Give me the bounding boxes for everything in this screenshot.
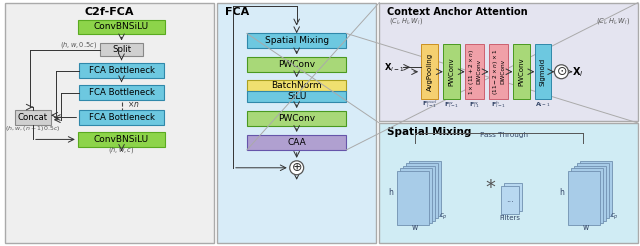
Text: Split: Split xyxy=(112,45,131,54)
Bar xyxy=(465,44,484,99)
Text: PWConv: PWConv xyxy=(449,57,454,86)
Text: $*$: $*$ xyxy=(485,176,497,195)
Text: Pass Through: Pass Through xyxy=(480,132,528,138)
Bar xyxy=(534,44,552,99)
Text: $\odot$: $\odot$ xyxy=(556,65,567,78)
Bar xyxy=(79,110,164,125)
Text: w: w xyxy=(583,223,589,232)
Text: $\mathbf{F}^{h}_{l-1}$: $\mathbf{F}^{h}_{l-1}$ xyxy=(490,99,506,110)
Bar xyxy=(421,44,438,99)
Text: ...: ... xyxy=(506,195,513,204)
Text: $(C_l, H_l, W_l)$: $(C_l, H_l, W_l)$ xyxy=(596,16,630,26)
Text: $(C_l, H_l, W_l)$: $(C_l, H_l, W_l)$ xyxy=(389,16,423,26)
Circle shape xyxy=(290,161,303,175)
Text: $(h, w, 0.5c)$: $(h, w, 0.5c)$ xyxy=(60,40,98,50)
Bar xyxy=(247,57,346,72)
Text: $\oplus$: $\oplus$ xyxy=(291,161,302,174)
Text: $(h, w, c)$: $(h, w, c)$ xyxy=(108,145,135,155)
Text: $\mathbf{X}_l$: $\mathbf{X}_l$ xyxy=(572,65,583,79)
Text: BatchNorm: BatchNorm xyxy=(271,81,322,90)
Text: $(11-2\times n)\times 1$
DWConv: $(11-2\times n)\times 1$ DWConv xyxy=(491,49,506,95)
Bar xyxy=(77,19,165,34)
Text: Spatial Mixing: Spatial Mixing xyxy=(387,127,472,137)
Bar xyxy=(572,168,603,223)
Text: $\mathbf{F}^{pool}_{l-1}$: $\mathbf{F}^{pool}_{l-1}$ xyxy=(422,98,437,110)
Bar xyxy=(504,183,522,211)
Bar xyxy=(100,43,143,56)
Bar xyxy=(77,132,165,147)
Bar xyxy=(403,166,435,220)
Text: $(h, w, (n+1)0.5c)$: $(h, w, (n+1)0.5c)$ xyxy=(5,124,61,133)
Text: $\mathbf{F}^{w}_{l-1}$: $\mathbf{F}^{w}_{l-1}$ xyxy=(444,100,459,109)
Bar xyxy=(247,135,346,150)
Text: h: h xyxy=(559,188,564,197)
Text: $\times n$: $\times n$ xyxy=(127,99,140,109)
Text: w: w xyxy=(412,223,418,232)
Text: PWConv: PWConv xyxy=(518,57,524,86)
Bar xyxy=(568,171,600,226)
Text: SiLU: SiLU xyxy=(287,92,307,101)
Bar xyxy=(443,44,460,99)
Text: FCA Bottleneck: FCA Bottleneck xyxy=(88,66,154,75)
Bar xyxy=(406,163,438,218)
Text: $\mathbf{A}_{l-1}$: $\mathbf{A}_{l-1}$ xyxy=(535,100,551,109)
Text: C2f-FCA: C2f-FCA xyxy=(85,7,134,16)
Bar xyxy=(79,85,164,100)
Bar xyxy=(397,171,429,226)
Bar xyxy=(489,44,508,99)
Text: FCA Bottleneck: FCA Bottleneck xyxy=(88,113,154,122)
Text: $c_p$: $c_p$ xyxy=(438,211,447,222)
Text: $c_p$: $c_p$ xyxy=(610,211,618,222)
Text: Filters: Filters xyxy=(499,215,520,220)
Bar xyxy=(409,161,441,215)
Text: AvgPooling: AvgPooling xyxy=(426,53,433,91)
Bar xyxy=(513,44,529,99)
Bar xyxy=(500,186,518,214)
Text: $\mathbf{X}_{l-1}$: $\mathbf{X}_{l-1}$ xyxy=(384,61,404,74)
Bar xyxy=(5,3,214,243)
Bar xyxy=(15,110,51,125)
Text: FCA Bottleneck: FCA Bottleneck xyxy=(88,88,154,97)
Bar xyxy=(380,3,638,121)
Bar xyxy=(400,168,432,223)
Text: Sigmoid: Sigmoid xyxy=(540,58,546,86)
Bar xyxy=(580,161,612,215)
Text: h: h xyxy=(388,188,393,197)
Text: FCA: FCA xyxy=(225,7,249,16)
Text: $1\times(11+2\times n)$
DWConv: $1\times(11+2\times n)$ DWConv xyxy=(467,48,482,95)
Bar xyxy=(247,111,346,126)
Text: ConvBNSiLU: ConvBNSiLU xyxy=(94,135,149,144)
Text: ConvBNSiLU: ConvBNSiLU xyxy=(94,22,149,31)
Bar xyxy=(247,33,346,48)
Bar xyxy=(574,166,606,220)
Bar xyxy=(217,3,376,243)
Text: Spatial Mixing: Spatial Mixing xyxy=(264,36,329,46)
Bar xyxy=(247,91,346,102)
Text: PWConv: PWConv xyxy=(278,60,316,69)
Text: Concat: Concat xyxy=(18,113,48,122)
Bar xyxy=(79,63,164,78)
Bar xyxy=(380,123,638,243)
Bar xyxy=(247,80,346,91)
Bar xyxy=(577,163,609,218)
Circle shape xyxy=(554,65,568,79)
Text: $\mathbf{F}^{w}_{l\,1}$: $\mathbf{F}^{w}_{l\,1}$ xyxy=(469,100,479,109)
Text: CAA: CAA xyxy=(287,138,306,147)
Text: PWConv: PWConv xyxy=(278,114,316,123)
Text: Context Anchor Attention: Context Anchor Attention xyxy=(387,7,528,16)
